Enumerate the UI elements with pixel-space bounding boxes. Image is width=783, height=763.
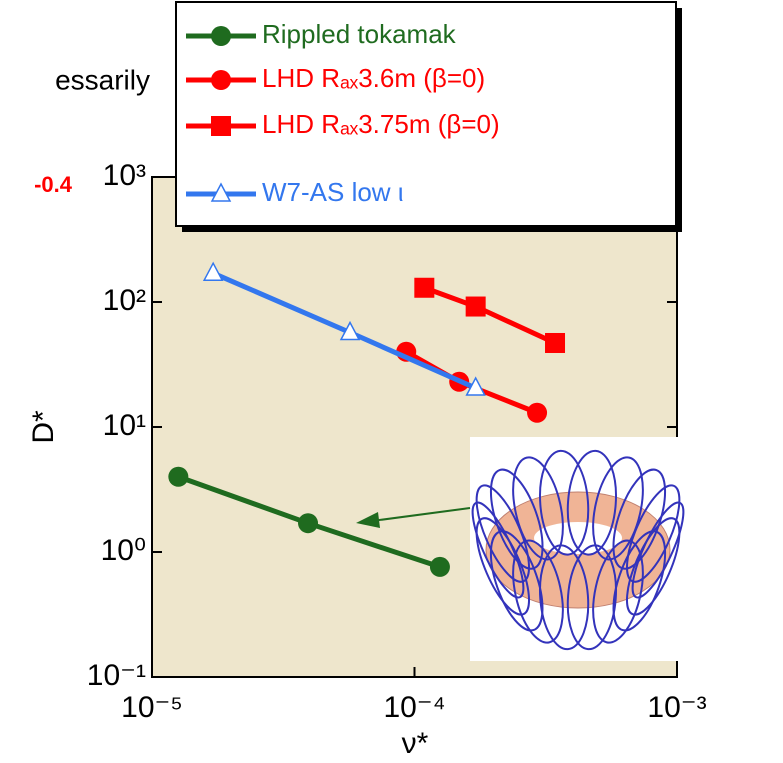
coil — [566, 449, 617, 556]
coil — [626, 484, 681, 583]
x-tick-label: 10⁻⁴ — [383, 691, 445, 724]
coil — [512, 456, 564, 561]
x-tick-label: 10⁻³ — [647, 691, 706, 724]
x-axis-label: ν* — [402, 727, 429, 760]
marker — [429, 556, 450, 577]
coil — [539, 449, 590, 556]
legend-label: LHD Rₐₓ3.75m (β=0) — [262, 109, 500, 139]
marker — [168, 466, 189, 487]
y-tick-label: 10³ — [103, 159, 146, 192]
arrow-shaft — [371, 507, 471, 522]
marker — [465, 376, 486, 396]
legend-label: W7-AS low ι — [262, 177, 404, 207]
coil — [475, 517, 531, 616]
legend-box — [175, 1, 677, 227]
marker — [202, 261, 224, 281]
marker — [545, 332, 566, 353]
legend-marker — [211, 26, 231, 46]
coil — [612, 468, 667, 570]
coil — [625, 517, 681, 616]
title-fragment: -0.4 — [34, 172, 73, 197]
legend-marker — [210, 182, 232, 202]
y-tick-label: 10² — [103, 284, 146, 317]
coil — [489, 468, 544, 570]
marker — [465, 296, 486, 317]
legend-marker — [211, 70, 231, 90]
marker — [339, 320, 361, 341]
marker — [298, 513, 319, 534]
y-tick-label: 10¹ — [103, 409, 146, 442]
torus-illustration — [470, 437, 685, 661]
marker — [414, 277, 435, 298]
marker — [527, 402, 548, 423]
arrow-head — [356, 512, 380, 528]
title-fragment: essarily — [55, 64, 150, 95]
legend-label: Rippled tokamak — [262, 19, 457, 49]
y-axis-label: D* — [27, 410, 60, 444]
y-tick-label: 10⁻¹ — [87, 659, 146, 692]
coil — [592, 456, 644, 561]
legend-label: LHD Rₐₓ3.6m (β=0) — [262, 63, 485, 93]
x-tick-label: 10⁻⁵ — [121, 691, 183, 724]
legend-marker — [211, 116, 231, 136]
y-tick-label: 10⁰ — [101, 534, 146, 567]
